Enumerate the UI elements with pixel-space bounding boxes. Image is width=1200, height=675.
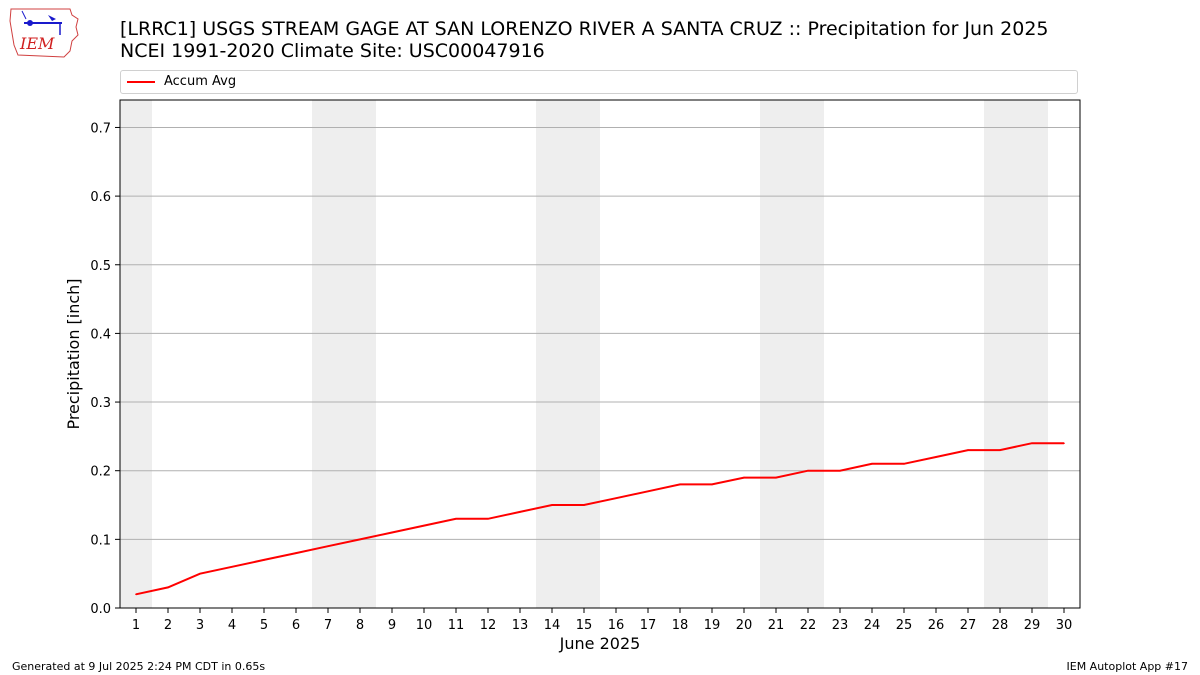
weekend-band <box>536 100 568 608</box>
y-axis-label: Precipitation [inch] <box>64 278 83 429</box>
x-tick-label: 25 <box>896 618 913 633</box>
chart-title: [LRRC1] USGS STREAM GAGE AT SAN LORENZO … <box>120 18 1049 40</box>
data-point <box>807 469 809 472</box>
data-point <box>551 504 553 506</box>
weekend-band <box>344 100 376 608</box>
data-point <box>903 463 905 465</box>
data-point <box>263 559 265 561</box>
weekend-band <box>1016 100 1048 608</box>
x-tick-label: 16 <box>608 618 625 633</box>
data-point <box>583 504 585 506</box>
data-point <box>871 463 873 465</box>
x-tick-label: 6 <box>292 618 300 633</box>
data-point <box>999 449 1001 451</box>
x-tick-label: 2 <box>164 618 172 633</box>
data-point <box>423 524 425 527</box>
data-point <box>935 456 937 458</box>
legend-swatch <box>127 81 155 83</box>
generated-timestamp: Generated at 9 Jul 2025 2:24 PM CDT in 0… <box>12 660 266 673</box>
weekend-band <box>312 100 344 608</box>
data-point <box>359 538 361 541</box>
x-tick-label: 20 <box>736 618 753 633</box>
data-point <box>455 517 457 520</box>
data-point <box>391 531 393 534</box>
y-tick-label: 0.7 <box>90 121 111 136</box>
x-tick-label: 28 <box>992 618 1009 633</box>
x-tick-label: 5 <box>260 618 268 633</box>
data-point <box>647 490 649 493</box>
x-tick-label: 26 <box>928 618 945 633</box>
x-tick-label: 11 <box>448 618 465 633</box>
data-point <box>615 497 617 499</box>
y-tick-label: 0.0 <box>90 602 111 617</box>
data-point <box>295 552 297 554</box>
x-tick-label: 18 <box>672 618 689 633</box>
data-point <box>135 593 137 596</box>
x-tick-label: 19 <box>704 618 721 633</box>
data-point <box>519 511 521 513</box>
data-point <box>1031 442 1033 445</box>
plot-frame <box>119 99 1081 609</box>
data-point <box>679 483 681 486</box>
y-tick-label: 0.3 <box>90 396 111 411</box>
x-tick-label: 7 <box>324 618 332 633</box>
data-point <box>487 517 489 520</box>
y-tick-label: 0.4 <box>90 327 111 342</box>
y-tick-label: 0.2 <box>90 465 111 480</box>
x-tick-label: 14 <box>544 618 561 633</box>
legend-label: Accum Avg <box>164 74 237 89</box>
x-tick-label: 29 <box>1024 618 1041 633</box>
legend: Accum Avg <box>120 70 1078 94</box>
x-tick-label: 30 <box>1056 618 1073 633</box>
x-tick-label: 9 <box>388 618 396 633</box>
data-point <box>711 483 713 486</box>
chart-subtitle: NCEI 1991-2020 Climate Site: USC00047916 <box>120 40 545 62</box>
x-tick-label: 15 <box>576 618 593 633</box>
logo-text: IEM <box>19 34 55 53</box>
weekend-band <box>120 100 152 608</box>
weekend-band <box>760 100 792 608</box>
weekend-band <box>792 100 824 608</box>
x-tick-label: 4 <box>228 618 236 633</box>
x-tick-label: 13 <box>512 618 529 633</box>
data-point <box>199 572 201 575</box>
data-point <box>1063 442 1065 445</box>
series-line-accum-avg <box>135 442 1064 596</box>
iem-logo: IEM <box>9 8 79 58</box>
x-tick-label: 22 <box>800 618 817 633</box>
app-label: IEM Autoplot App #17 <box>1066 660 1189 673</box>
weekend-band <box>984 100 1016 608</box>
y-tick-label: 0.5 <box>90 259 111 274</box>
weekend-band <box>568 100 600 608</box>
y-tick-label: 0.1 <box>90 533 111 548</box>
data-point <box>967 449 969 451</box>
y-tick-label: 0.6 <box>90 190 111 205</box>
x-tick-label: 21 <box>768 618 785 633</box>
data-point <box>743 476 745 479</box>
x-tick-label: 24 <box>864 618 881 633</box>
x-tick-label: 10 <box>416 618 433 633</box>
data-point <box>775 476 777 479</box>
x-axis-label: June 2025 <box>559 634 641 653</box>
x-tick-label: 27 <box>960 618 977 633</box>
x-tick-label: 17 <box>640 618 657 633</box>
x-tick-label: 3 <box>196 618 204 633</box>
x-tick-label: 12 <box>480 618 497 633</box>
x-tick-label: 1 <box>132 618 140 633</box>
data-point <box>327 545 329 548</box>
x-tick-label: 23 <box>832 618 849 633</box>
data-point <box>231 566 233 568</box>
data-point <box>839 469 841 472</box>
x-tick-label: 8 <box>356 618 364 633</box>
data-point <box>167 586 169 589</box>
